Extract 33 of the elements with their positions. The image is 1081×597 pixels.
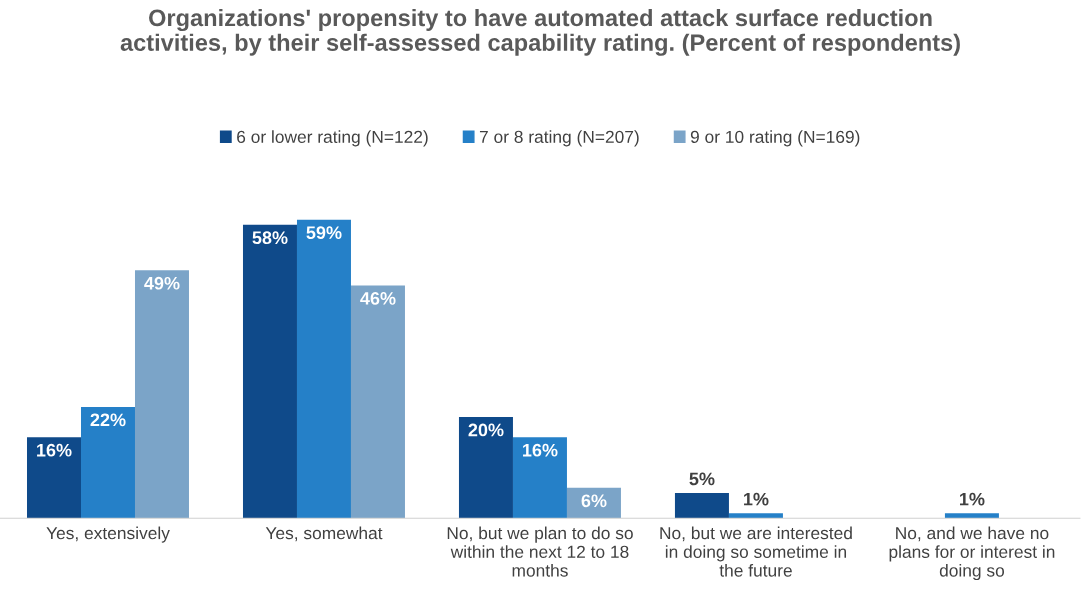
data-label: 49% — [144, 276, 180, 290]
bar — [80, 406, 135, 519]
legend-label: 7 or 8 rating (N=207) — [479, 130, 639, 147]
bar — [27, 437, 81, 519]
data-label: 59% — [306, 226, 342, 240]
bar — [944, 513, 999, 519]
legend-label: 6 or lower rating (N=122) — [237, 130, 428, 147]
data-label: 1% — [960, 492, 985, 506]
bar — [566, 487, 621, 519]
data-label: 58% — [252, 231, 288, 245]
bar — [674, 492, 729, 519]
data-label: 1% — [744, 492, 769, 506]
data-label: 5% — [689, 472, 715, 486]
data-label: 46% — [360, 292, 396, 305]
bar — [296, 219, 351, 519]
legend-label: 9 or 10 rating (N=169) — [690, 130, 860, 147]
data-label: 6% — [581, 494, 607, 508]
data-label: 16% — [37, 443, 72, 457]
x-tick-label: Yes, somewhat — [265, 526, 383, 542]
x-tick-label: Yes, extensively — [46, 526, 170, 543]
bar — [242, 224, 297, 519]
bar — [350, 285, 405, 519]
x-tick-label: No, and we have no plans for or interest in doing so — [889, 526, 1055, 581]
bar — [458, 417, 513, 519]
bar — [728, 513, 783, 519]
x-tick-label: No, but we are interested in doing so sometime in the future — [660, 526, 852, 577]
chart-title: Organizations' propensity to have automated attack surface reduction activities, by their self-assessed capability rating. (Percent of respondents) — [120, 8, 960, 56]
bar — [134, 270, 189, 519]
x-tick-label: No, but we plan to do so within the next 12 to 18 months — [447, 526, 633, 577]
data-label: 16% — [523, 443, 558, 457]
bar — [512, 437, 567, 519]
data-label: 20% — [468, 423, 504, 437]
data-label: 22% — [90, 413, 126, 427]
